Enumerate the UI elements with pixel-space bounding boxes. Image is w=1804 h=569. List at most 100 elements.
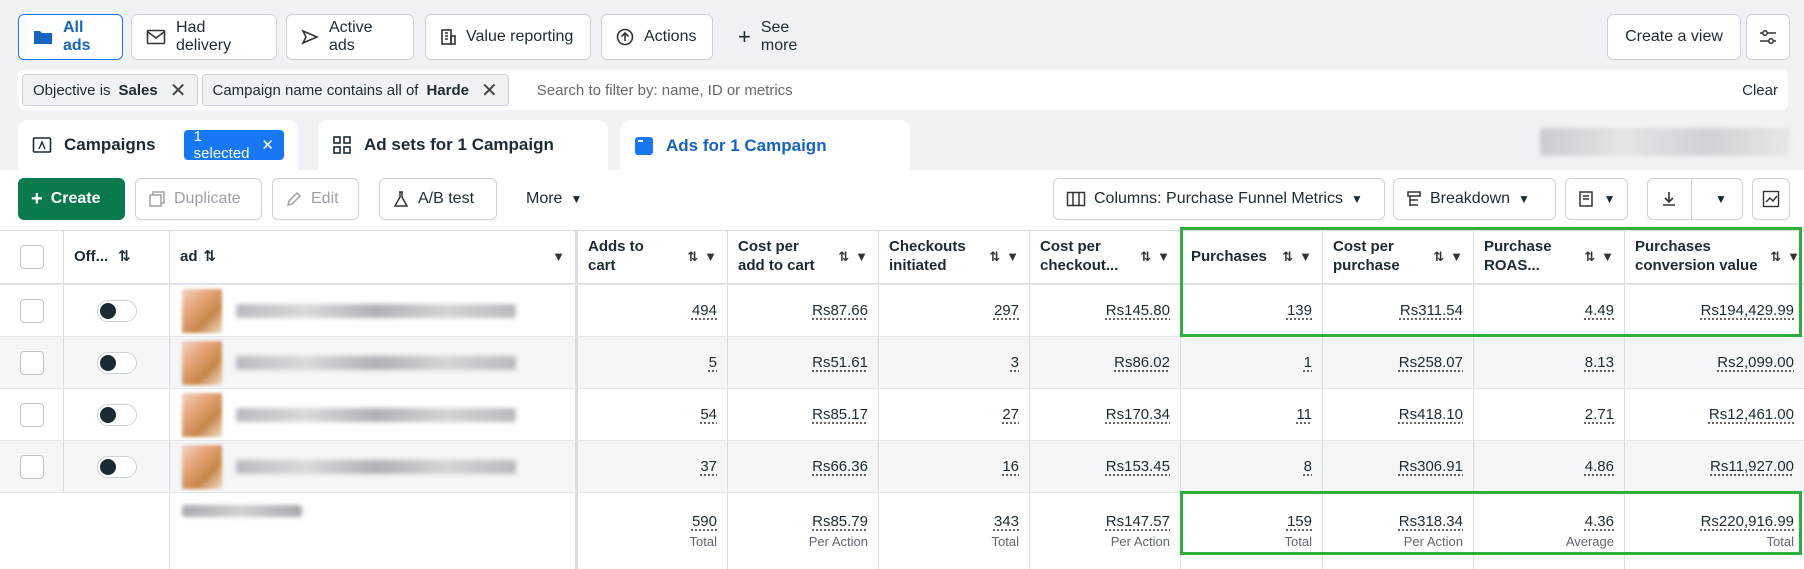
header-adds-to-cart[interactable]: Adds to cart ⇅ ▼: [578, 231, 728, 283]
duplicate-icon: [148, 190, 166, 208]
header-ad[interactable]: ad ⇅ ▼: [170, 231, 578, 283]
more-button[interactable]: More ▼: [514, 178, 600, 220]
sort-icon[interactable]: ⇅ ▼: [1584, 248, 1614, 264]
total-cost-per-add-to-cart: Rs85.79 Per Action: [728, 493, 879, 569]
cell-cost-per-purchase: Rs306.91: [1323, 441, 1474, 492]
sort-icon[interactable]: ⇅ ▼: [1282, 248, 1312, 264]
ad-name-blurred[interactable]: [236, 459, 516, 474]
filter-search-input[interactable]: Search to filter by: name, ID or metrics: [536, 81, 793, 99]
active-ads-button[interactable]: Active ads: [286, 14, 414, 60]
download-icon: [1648, 179, 1692, 219]
create-view-button[interactable]: Create a view: [1607, 14, 1741, 60]
caret-down-icon[interactable]: ▼: [552, 248, 565, 264]
had-delivery-button[interactable]: Had delivery: [131, 14, 277, 60]
columns-icon: [1066, 191, 1086, 207]
row-checkbox[interactable]: [19, 402, 44, 427]
row-select-cell: [0, 337, 64, 388]
tab-ads[interactable]: Ads for 1 Campaign: [620, 120, 910, 172]
totals-blank-cell: [0, 493, 64, 569]
cell-cost-per-purchase: Rs311.54: [1323, 285, 1474, 336]
delivery-toggle[interactable]: [96, 403, 137, 426]
delivery-toggle[interactable]: [96, 299, 137, 322]
columns-button[interactable]: Columns: Purchase Funnel Metrics ▼: [1053, 178, 1385, 220]
table-row[interactable]: 37 Rs66.36 16 Rs153.45 8 Rs306.91 4.86 R…: [0, 440, 1804, 492]
row-checkbox[interactable]: [19, 454, 44, 479]
sort-icon[interactable]: ⇅ ▼: [1770, 248, 1800, 264]
sort-icon[interactable]: ⇅ ▼: [1433, 248, 1463, 264]
selected-badge[interactable]: 1 selected ✕: [183, 128, 284, 162]
sort-icon[interactable]: ⇅ ▼: [687, 248, 717, 264]
send-icon: [301, 29, 319, 45]
sort-icon[interactable]: ⇅ ▼: [838, 248, 868, 264]
cell-checkouts: 3: [879, 337, 1030, 388]
header-purchase-roas[interactable]: Purchase ROAS... ⇅ ▼: [1474, 231, 1625, 283]
ad-icon: [634, 136, 654, 156]
sort-icon[interactable]: ⇅ ▼: [1140, 248, 1170, 264]
export-button[interactable]: ▼: [1647, 178, 1743, 220]
view-bar: All ads Had delivery Active ads Value re…: [0, 0, 1804, 66]
table-row[interactable]: 5 Rs51.61 3 Rs86.02 1 Rs258.07 8.13 Rs2,…: [0, 336, 1804, 388]
edit-button[interactable]: Edit: [272, 178, 359, 220]
filter-chip-campaign-name[interactable]: Campaign name contains all of Harde ✕: [201, 74, 509, 106]
ad-thumbnail: [182, 288, 222, 333]
cell-cost-per-add-to-cart: Rs66.36: [728, 441, 879, 492]
caret-down-icon[interactable]: ▼: [1715, 192, 1727, 206]
sort-icon[interactable]: ⇅: [203, 247, 217, 265]
header-cost-per-checkout[interactable]: Cost per checkout... ⇅ ▼: [1030, 231, 1181, 283]
cell-cost-per-checkout: Rs170.34: [1030, 389, 1181, 440]
row-select-cell: [0, 389, 64, 440]
chart-line-icon: [1762, 190, 1780, 208]
clear-filters-button[interactable]: Clear: [1742, 81, 1778, 99]
report-icon: [1578, 190, 1596, 208]
row-checkbox[interactable]: [19, 298, 44, 323]
cell-adds-to-cart: 5: [578, 337, 728, 388]
row-select-cell: [0, 441, 64, 492]
breakdown-button[interactable]: Breakdown ▼: [1393, 178, 1556, 220]
view-settings-button[interactable]: [1746, 14, 1790, 60]
duplicate-button[interactable]: Duplicate: [135, 178, 262, 220]
flask-icon: [392, 190, 410, 208]
delivery-toggle[interactable]: [96, 455, 137, 478]
cell-roas: 2.71: [1474, 389, 1625, 440]
cell-roas: 8.13: [1474, 337, 1625, 388]
actions-button[interactable]: Actions: [601, 14, 713, 60]
ad-name-blurred[interactable]: [236, 303, 516, 318]
delivery-toggle[interactable]: [96, 351, 137, 374]
tab-ad-sets[interactable]: Ad sets for 1 Campaign: [318, 120, 608, 170]
cell-checkouts: 16: [879, 441, 1030, 492]
date-range-blurred[interactable]: [1540, 128, 1790, 156]
ab-test-button[interactable]: A/B test: [379, 178, 497, 220]
select-all-checkbox[interactable]: [19, 245, 44, 269]
ad-name-blurred[interactable]: [236, 355, 516, 370]
plus-icon: +: [738, 24, 751, 49]
header-cost-per-purchase[interactable]: Cost per purchase ⇅ ▼: [1323, 231, 1474, 283]
sort-icon[interactable]: ⇅ ▼: [989, 248, 1019, 264]
filter-chip-objective[interactable]: Objective is Sales ✕: [22, 74, 198, 106]
close-icon[interactable]: ✕: [169, 79, 187, 102]
table-row[interactable]: 494 Rs87.66 297 Rs145.80 139 Rs311.54 4.…: [0, 284, 1804, 336]
ad-name-blurred[interactable]: [236, 407, 516, 422]
see-more-button[interactable]: + See more: [738, 19, 798, 54]
envelope-icon: [146, 29, 166, 45]
table-row[interactable]: 54 Rs85.17 27 Rs170.34 11 Rs418.10 2.71 …: [0, 388, 1804, 440]
totals-label-cell: [170, 493, 578, 569]
create-button[interactable]: + Create: [18, 178, 125, 220]
tab-campaigns[interactable]: Campaigns 1 selected ✕: [18, 120, 298, 170]
sort-icon[interactable]: ⇅: [118, 247, 131, 265]
cell-cost-per-add-to-cart: Rs87.66: [728, 285, 879, 336]
header-off[interactable]: Off... ⇅: [64, 231, 170, 283]
close-icon[interactable]: ✕: [480, 79, 498, 102]
header-purchases[interactable]: Purchases ⇅ ▼: [1181, 231, 1323, 283]
row-checkbox[interactable]: [19, 350, 44, 375]
reports-button[interactable]: ▼: [1565, 178, 1628, 220]
cell-cost-per-purchase: Rs258.07: [1323, 337, 1474, 388]
charts-button[interactable]: [1752, 178, 1790, 220]
cell-conversion-value: Rs194,429.99: [1700, 302, 1794, 319]
close-icon[interactable]: ✕: [261, 137, 274, 154]
all-ads-button[interactable]: All ads: [18, 14, 123, 60]
value-reporting-button[interactable]: Value reporting: [425, 14, 591, 60]
header-purchases-conversion-value[interactable]: Purchases conversion value ⇅ ▼: [1635, 238, 1800, 274]
row-toggle-cell: [64, 285, 170, 336]
header-checkouts-initiated[interactable]: Checkouts initiated ⇅ ▼: [879, 231, 1030, 283]
header-cost-per-add-to-cart[interactable]: Cost per add to cart ⇅ ▼: [728, 231, 879, 283]
